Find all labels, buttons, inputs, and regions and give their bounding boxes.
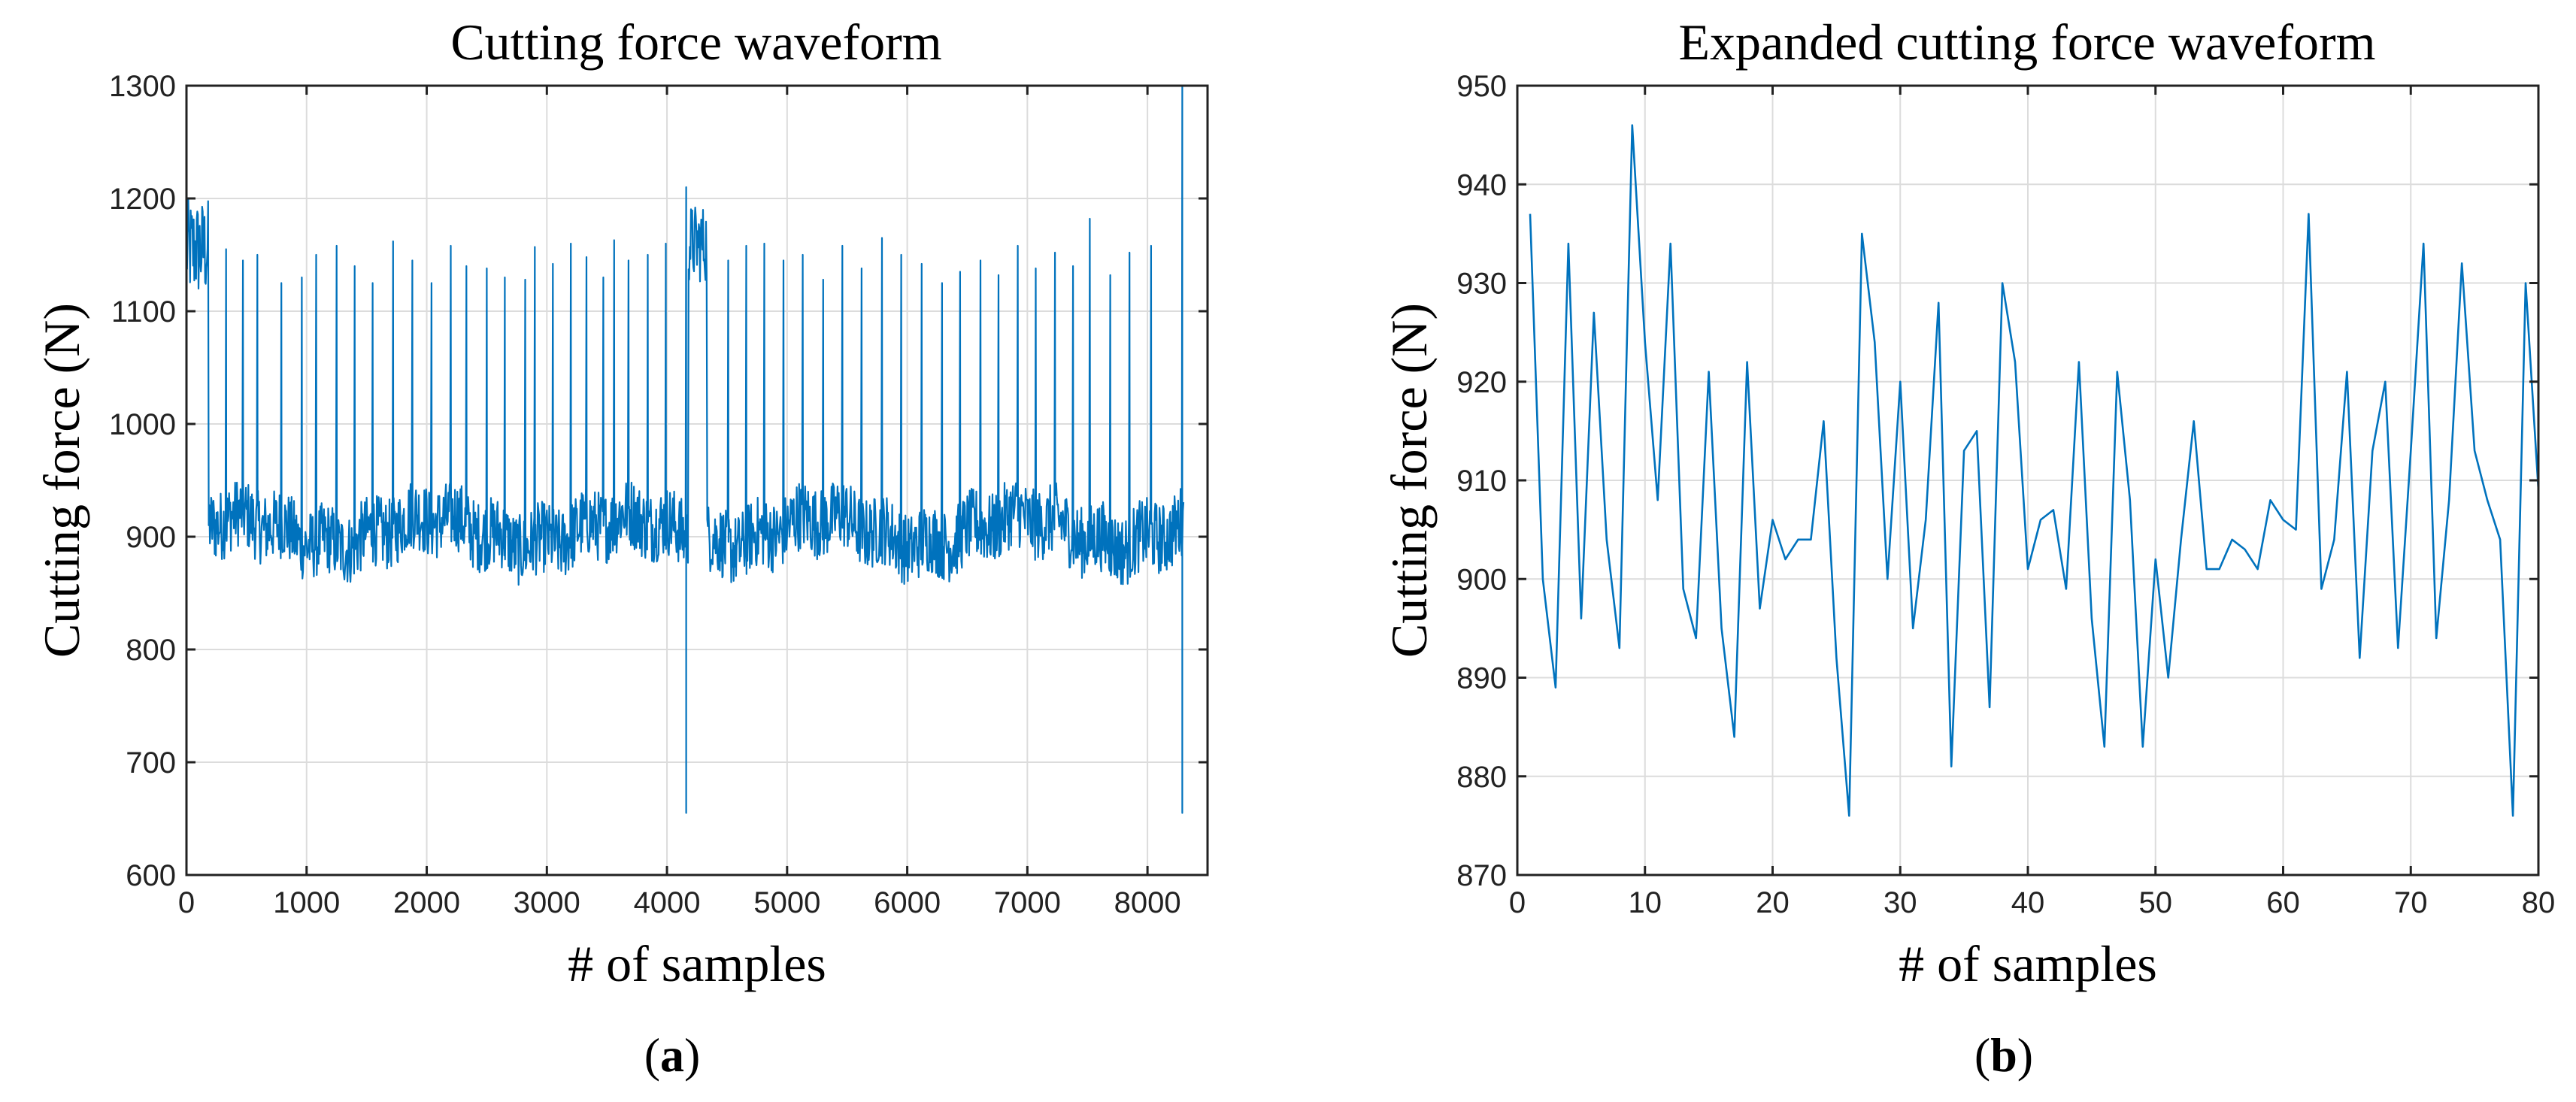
x-tick-label: 7000 bbox=[994, 886, 1061, 919]
chart-a-series bbox=[185, 84, 1185, 876]
chart-a-axes-box bbox=[185, 84, 1209, 876]
x-tick-label: 40 bbox=[2011, 886, 2045, 919]
chart-b-grid bbox=[1517, 86, 2539, 875]
x-tick-label: 4000 bbox=[634, 886, 701, 919]
chart-a-ylabel: Cutting force (N) bbox=[33, 303, 90, 658]
y-tick-label: 930 bbox=[1456, 268, 1507, 301]
chart-panel-a: Cutting force waveform 0 1000 2000 3000 4000… bbox=[33, 14, 1209, 1082]
y-tick-label: 880 bbox=[1456, 761, 1507, 794]
y-tick-label: 950 bbox=[1456, 70, 1507, 103]
y-tick-label: 900 bbox=[126, 521, 176, 554]
y-tick-label: 800 bbox=[126, 634, 176, 667]
chart-b-xlabel: # of samples bbox=[1899, 935, 2157, 992]
y-tick-label: 1300 bbox=[109, 70, 176, 103]
chart-b-series bbox=[1529, 124, 2540, 817]
y-tick-label: 910 bbox=[1456, 465, 1507, 498]
waveform-line bbox=[185, 84, 1185, 876]
x-tick-label: 8000 bbox=[1114, 886, 1181, 919]
chart-a-xlabel: # of samples bbox=[568, 935, 826, 992]
chart-b-title: Expanded cutting force waveform bbox=[1678, 14, 2375, 71]
y-tick-label: 870 bbox=[1456, 859, 1507, 892]
x-tick-label: 6000 bbox=[874, 886, 941, 919]
x-tick-label: 80 bbox=[2522, 886, 2556, 919]
y-tick-label: 1200 bbox=[109, 183, 176, 216]
x-tick-label: 3000 bbox=[514, 886, 580, 919]
chart-panel-b: Expanded cutting force waveform 0 10 20 30 4… bbox=[1380, 14, 2555, 1082]
chart-a-ticks: 0 1000 2000 3000 4000 5000 6000 7000 8000 600 700 8… bbox=[109, 70, 1208, 919]
x-tick-label: 1000 bbox=[273, 886, 340, 919]
x-tick-label: 20 bbox=[1756, 886, 1790, 919]
x-tick-label: 5000 bbox=[753, 886, 820, 919]
x-tick-label: 0 bbox=[1509, 886, 1526, 919]
expanded-waveform-line bbox=[1529, 124, 2540, 817]
y-tick-label: 900 bbox=[1456, 563, 1507, 596]
y-tick-label: 600 bbox=[126, 859, 176, 892]
x-tick-label: 2000 bbox=[393, 886, 460, 919]
y-tick-label: 920 bbox=[1456, 366, 1507, 399]
x-tick-label: 0 bbox=[178, 886, 195, 919]
panel-label-a: (a) bbox=[644, 1028, 701, 1082]
y-tick-label: 1100 bbox=[111, 295, 176, 328]
x-tick-label: 50 bbox=[2139, 886, 2173, 919]
y-tick-label: 940 bbox=[1456, 168, 1507, 201]
x-tick-label: 70 bbox=[2394, 886, 2428, 919]
y-tick-label: 700 bbox=[126, 746, 176, 780]
chart-a-title: Cutting force waveform bbox=[450, 14, 941, 71]
x-tick-label: 60 bbox=[2266, 886, 2300, 919]
y-tick-label: 890 bbox=[1456, 662, 1507, 695]
x-tick-label: 10 bbox=[1629, 886, 1662, 919]
y-tick-label: 1000 bbox=[109, 408, 176, 441]
panel-label-b: (b) bbox=[1974, 1028, 2033, 1082]
chart-b-ticks: 0 10 20 30 40 50 60 70 80 870 880 890 900 910 920 930 94… bbox=[1456, 70, 2555, 919]
chart-b-ylabel: Cutting force (N) bbox=[1380, 303, 1438, 658]
x-tick-label: 30 bbox=[1884, 886, 1917, 919]
